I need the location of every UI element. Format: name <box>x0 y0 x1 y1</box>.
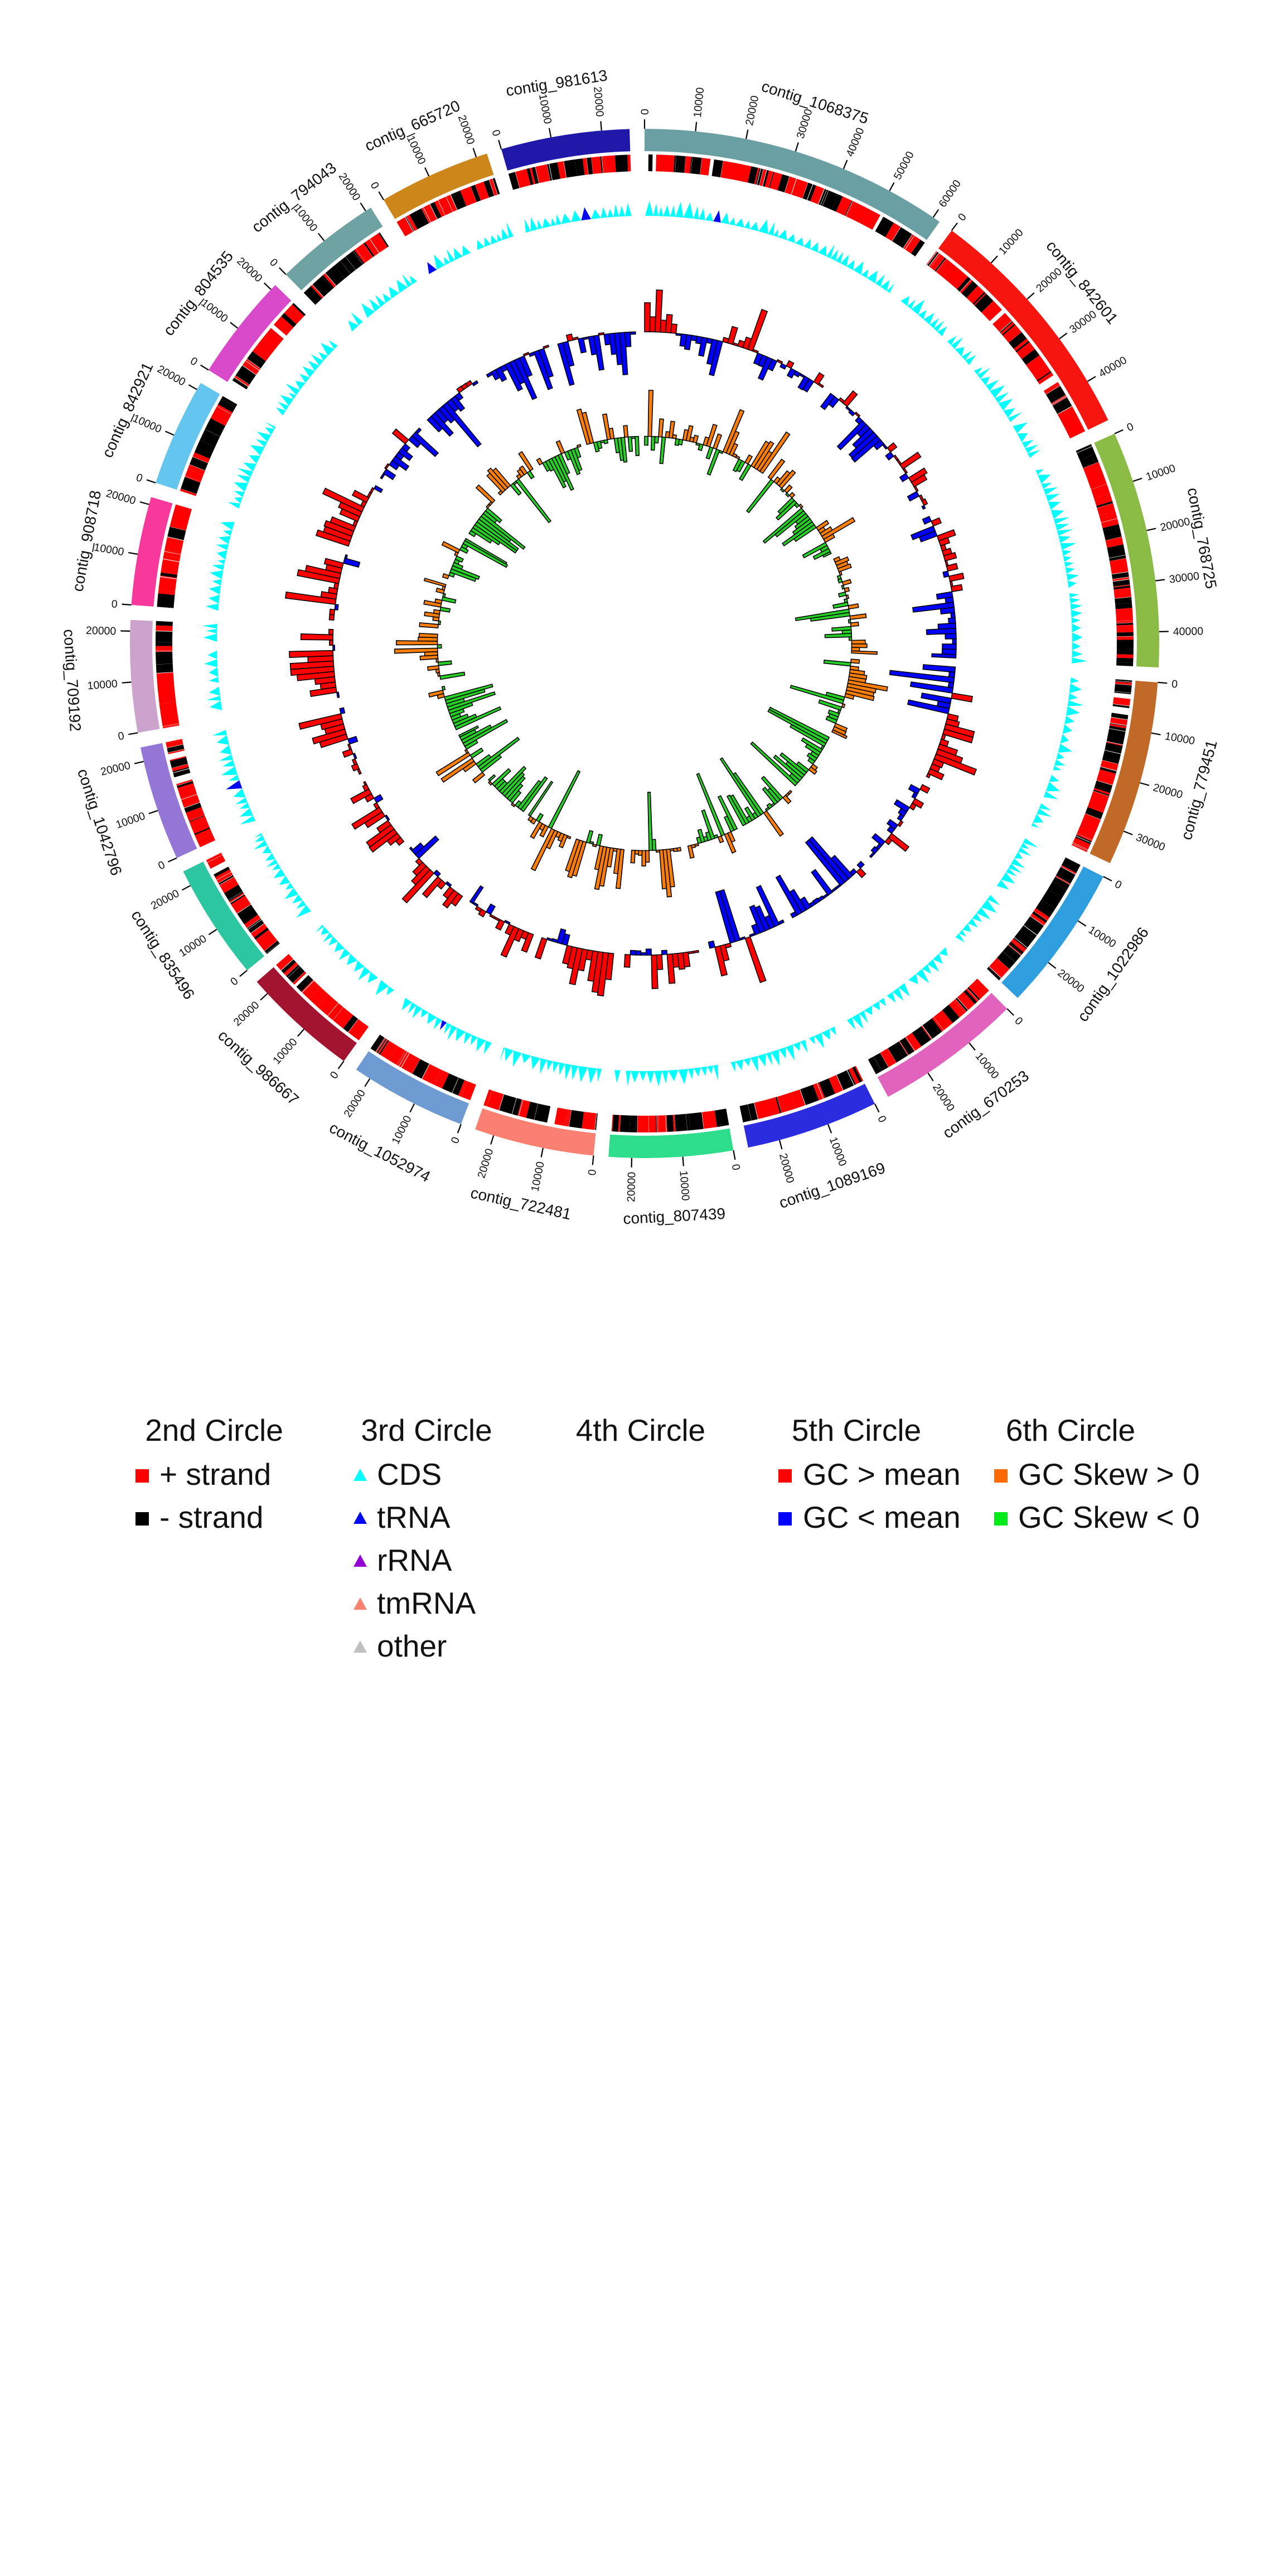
svg-text:0: 0 <box>639 109 651 115</box>
svg-text:GC Skew < 0: GC Skew < 0 <box>1018 1500 1200 1534</box>
svg-text:+ strand: + strand <box>159 1457 271 1492</box>
svg-text:2nd Circle: 2nd Circle <box>145 1413 283 1447</box>
svg-text:tmRNA: tmRNA <box>377 1586 476 1620</box>
svg-text:0: 0 <box>1171 678 1178 691</box>
svg-text:0: 0 <box>111 598 118 611</box>
svg-text:GC < mean: GC < mean <box>803 1500 961 1534</box>
svg-text:3rd Circle: 3rd Circle <box>361 1413 492 1447</box>
svg-text:20000: 20000 <box>625 1171 638 1202</box>
svg-text:10000: 10000 <box>677 1170 691 1202</box>
svg-text:10000: 10000 <box>87 677 118 692</box>
svg-text:tRNA: tRNA <box>377 1500 451 1534</box>
svg-text:4th Circle: 4th Circle <box>576 1413 705 1447</box>
svg-text:0: 0 <box>586 1169 599 1176</box>
svg-text:40000: 40000 <box>1173 625 1204 638</box>
svg-text:0: 0 <box>117 730 125 743</box>
svg-text:10000: 10000 <box>691 87 706 118</box>
svg-text:- strand: - strand <box>159 1500 263 1534</box>
svg-text:20000: 20000 <box>86 624 117 637</box>
svg-text:GC > mean: GC > mean <box>803 1457 961 1492</box>
svg-text:rRNA: rRNA <box>377 1543 452 1577</box>
svg-text:6th Circle: 6th Circle <box>1006 1413 1135 1447</box>
svg-text:20000: 20000 <box>591 86 606 117</box>
svg-text:other: other <box>377 1629 447 1663</box>
svg-text:GC Skew > 0: GC Skew > 0 <box>1018 1457 1200 1492</box>
svg-text:0: 0 <box>729 1163 743 1171</box>
svg-text:5th Circle: 5th Circle <box>792 1413 921 1447</box>
svg-text:CDS: CDS <box>377 1457 442 1492</box>
